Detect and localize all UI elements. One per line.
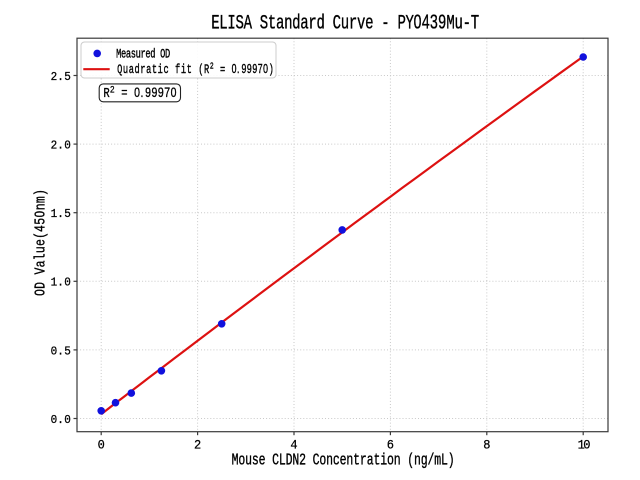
svg-text:10: 10 (578, 438, 590, 452)
svg-text:ELISA Standard Curve - PY0439M: ELISA Standard Curve - PY0439Mu-T (211, 10, 479, 36)
svg-text:6: 6 (387, 438, 394, 452)
svg-text:2: 2 (194, 438, 201, 452)
svg-text:8: 8 (483, 438, 490, 452)
svg-text:Quadratic fit (R2 = 0.99970): Quadratic fit (R2 = 0.99970) (117, 61, 274, 77)
svg-text:1.0: 1.0 (51, 275, 71, 290)
svg-text:Measured OD: Measured OD (116, 48, 170, 62)
svg-text:1.5: 1.5 (51, 207, 71, 222)
svg-text:0.0: 0.0 (51, 412, 71, 427)
svg-text:4: 4 (290, 438, 297, 452)
svg-text:Mouse CLDN2 Concentration (ng/: Mouse CLDN2 Concentration (ng/mL) (232, 452, 455, 471)
svg-text:R2 = 0.99970: R2 = 0.99970 (103, 84, 177, 102)
svg-text:0.5: 0.5 (51, 344, 71, 359)
svg-text:2.5: 2.5 (51, 69, 71, 84)
svg-text:OD Value(450nm): OD Value(450nm) (31, 189, 49, 296)
svg-text:0: 0 (98, 438, 105, 452)
svg-text:2.0: 2.0 (51, 138, 71, 153)
